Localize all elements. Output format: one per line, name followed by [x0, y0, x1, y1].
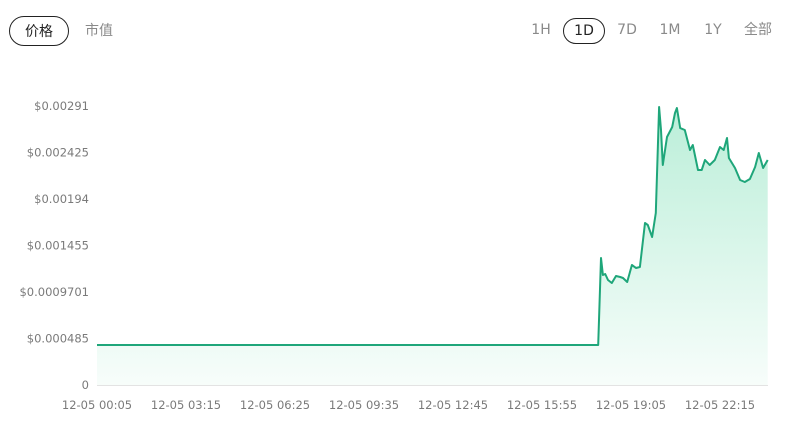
x-tick-label: 12-05 00:05: [62, 398, 132, 412]
x-tick-label: 12-05 09:35: [329, 398, 399, 412]
y-tick-label: $0.002425: [27, 146, 89, 160]
range-tab-1d[interactable]: 1D: [563, 18, 605, 44]
y-tick-label: $0.00291: [34, 99, 89, 113]
x-tick-label: 12-05 19:05: [596, 398, 666, 412]
x-tick-label: 12-05 15:55: [507, 398, 577, 412]
price-area: [97, 107, 768, 385]
price-line: [97, 106, 769, 346]
range-tab-all[interactable]: 全部: [744, 22, 772, 38]
x-tick-label: 12-05 22:15: [685, 398, 755, 412]
y-tick-label: $0.00194: [34, 192, 89, 206]
y-tick-label: $0.0009701: [19, 285, 89, 299]
y-tick-label: $0.000485: [27, 332, 89, 346]
metric-tab-price[interactable]: 价格: [9, 16, 69, 46]
range-tab-7d[interactable]: 7D: [617, 22, 637, 38]
x-tick-label: 12-05 12:45: [418, 398, 488, 412]
metric-tab-market-cap[interactable]: 市值: [85, 23, 113, 39]
y-tick-label: 0: [82, 378, 89, 392]
range-tab-1m[interactable]: 1M: [659, 22, 681, 38]
range-tab-1y[interactable]: 1Y: [704, 22, 722, 38]
x-tick-label: 12-05 06:25: [240, 398, 310, 412]
x-tick-label: 12-05 03:15: [151, 398, 221, 412]
y-tick-label: $0.001455: [27, 239, 89, 253]
range-tab-1h[interactable]: 1H: [531, 22, 551, 38]
